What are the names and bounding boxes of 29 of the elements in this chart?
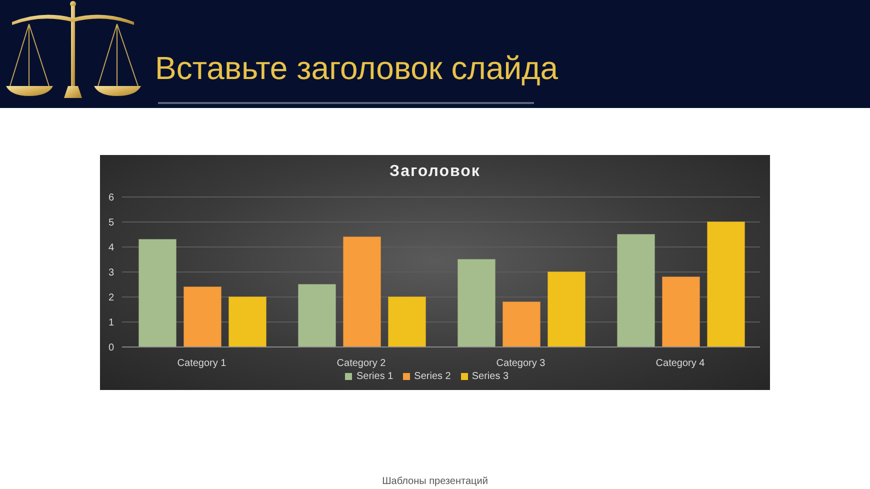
bar <box>228 296 266 347</box>
bar <box>707 222 745 347</box>
x-tick-label: Category 2 <box>336 358 386 370</box>
bar <box>184 286 222 347</box>
bar <box>298 284 336 347</box>
chart-subtitle: Заголовок <box>388 163 482 181</box>
text: Шаблоны презентаций <box>381 476 489 487</box>
y-tick-label: 3 <box>108 268 114 279</box>
y-tick-label: 1 <box>108 318 114 329</box>
legend-label: Series 1 <box>356 371 394 382</box>
y-tick-label: 2 <box>108 292 114 304</box>
bar <box>502 302 540 347</box>
bar <box>343 236 381 347</box>
y-tick-label: 4 <box>108 242 114 254</box>
bar <box>138 239 176 347</box>
bar <box>388 296 426 347</box>
bar <box>662 276 700 347</box>
bar <box>458 259 496 347</box>
legend-label: Series 3 <box>472 371 509 382</box>
bar <box>617 234 655 347</box>
bar <box>548 272 586 347</box>
y-tick-label: 0 <box>108 342 114 354</box>
x-tick-label: Category 4 <box>656 358 706 370</box>
y-tick-label: 6 <box>108 192 114 204</box>
x-tick-label: Category 3 <box>496 358 546 370</box>
legend-label: Series 2 <box>414 371 451 382</box>
chart-title: Вставьте заголовок слайда <box>155 49 558 88</box>
x-tick-label: Category 1 <box>177 358 227 370</box>
y-tick-label: 5 <box>108 218 114 229</box>
